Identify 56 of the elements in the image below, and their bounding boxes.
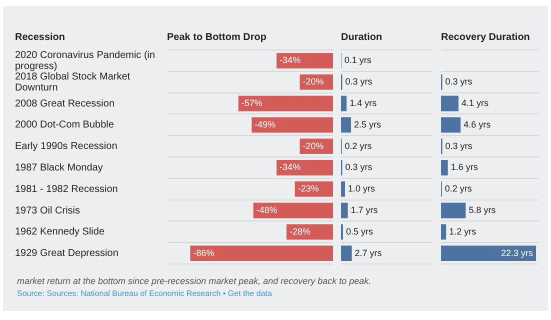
data-label: -20% (302, 76, 324, 87)
data-label: -34% (280, 55, 301, 66)
bar (341, 202, 348, 218)
bar (441, 246, 536, 262)
data-label: 22.3 yrs (501, 248, 534, 258)
y-tick-label: 1973 Oil Crisis (15, 205, 80, 216)
data-label: 1.6 yrs (450, 162, 478, 172)
y-tick-label: 1987 Black Monday (15, 162, 103, 174)
y-tick-label: 2018 Global Stock Market Downturn (15, 71, 130, 94)
data-label: 4.6 yrs (464, 119, 492, 130)
bar (341, 246, 352, 262)
data-label: 0.2 yrs (444, 184, 472, 194)
data-label: 0.3 yrs (445, 76, 473, 87)
data-label: -34% (280, 162, 301, 172)
bar (441, 224, 446, 240)
data-label: -49% (254, 119, 276, 130)
data-label: 1.0 yrs (348, 184, 376, 194)
bar (441, 96, 458, 112)
y-tick-label: 2020 Coronavirus Pandemic (in progress) (15, 50, 156, 72)
data-label: 2.7 yrs (354, 248, 382, 258)
y-tick-label: 1962 Kennedy Slide (15, 226, 105, 238)
data-label: 2.5 yrs (354, 119, 382, 130)
data-label: 0.3 yrs (445, 140, 473, 151)
bar (341, 181, 345, 197)
y-tick-label: 2000 Dot-Com Bubble (15, 120, 114, 131)
y-tick-label: Early 1990s Recession (15, 141, 118, 152)
bar (341, 117, 351, 133)
y-tick-label: 1981 - 1982 Recession (15, 184, 118, 195)
data-label: -20% (302, 140, 324, 151)
data-label: -23% (298, 184, 319, 194)
y-axis-title: Recession (15, 32, 66, 43)
data-label: 0.1 yrs (344, 55, 372, 66)
data-label: 0.3 yrs (345, 76, 373, 87)
data-label: 1.4 yrs (350, 98, 378, 108)
data-label: -28% (290, 226, 311, 236)
data-label: 5.8 yrs (468, 204, 496, 215)
data-label: 1.7 yrs (350, 204, 378, 215)
bar (441, 117, 461, 133)
y-tick-label: 2008 Great Recession (15, 98, 115, 110)
chart-title: Recovery Duration (441, 32, 530, 43)
bar (441, 160, 448, 176)
bar (441, 202, 466, 218)
y-tick-label: 1929 Great Depression (15, 248, 118, 260)
data-label: 0.2 yrs (344, 140, 372, 151)
chart-title: Peak to Bottom Drop (167, 32, 266, 43)
data-label: -57% (241, 98, 262, 108)
text: market return at the bottom since pre-recession market peak, and recovery back to peak. (17, 276, 372, 286)
data-label: 4.1 yrs (461, 98, 489, 108)
data-label: -48% (256, 204, 278, 215)
data-label: 0.3 yrs (345, 162, 373, 172)
source-note: Source: Sources: National Bureau of Economic Research • Get the data (17, 289, 273, 298)
chart-title: Duration (341, 32, 382, 43)
bar (341, 96, 347, 112)
data-label: 0.5 yrs (346, 226, 374, 236)
data-label: 1.2 yrs (449, 226, 477, 236)
data-label: -86% (193, 248, 214, 258)
